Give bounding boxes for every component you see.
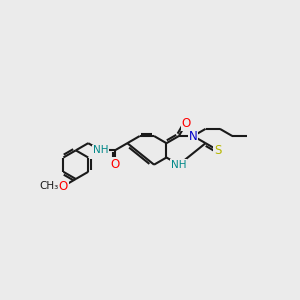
Text: O: O xyxy=(182,117,190,130)
Text: NH: NH xyxy=(93,145,108,155)
Text: O: O xyxy=(110,158,119,171)
Text: S: S xyxy=(214,144,222,157)
Text: O: O xyxy=(59,180,68,193)
Text: CH₃: CH₃ xyxy=(39,181,59,191)
Text: N: N xyxy=(189,130,198,142)
Text: NH: NH xyxy=(171,160,187,170)
